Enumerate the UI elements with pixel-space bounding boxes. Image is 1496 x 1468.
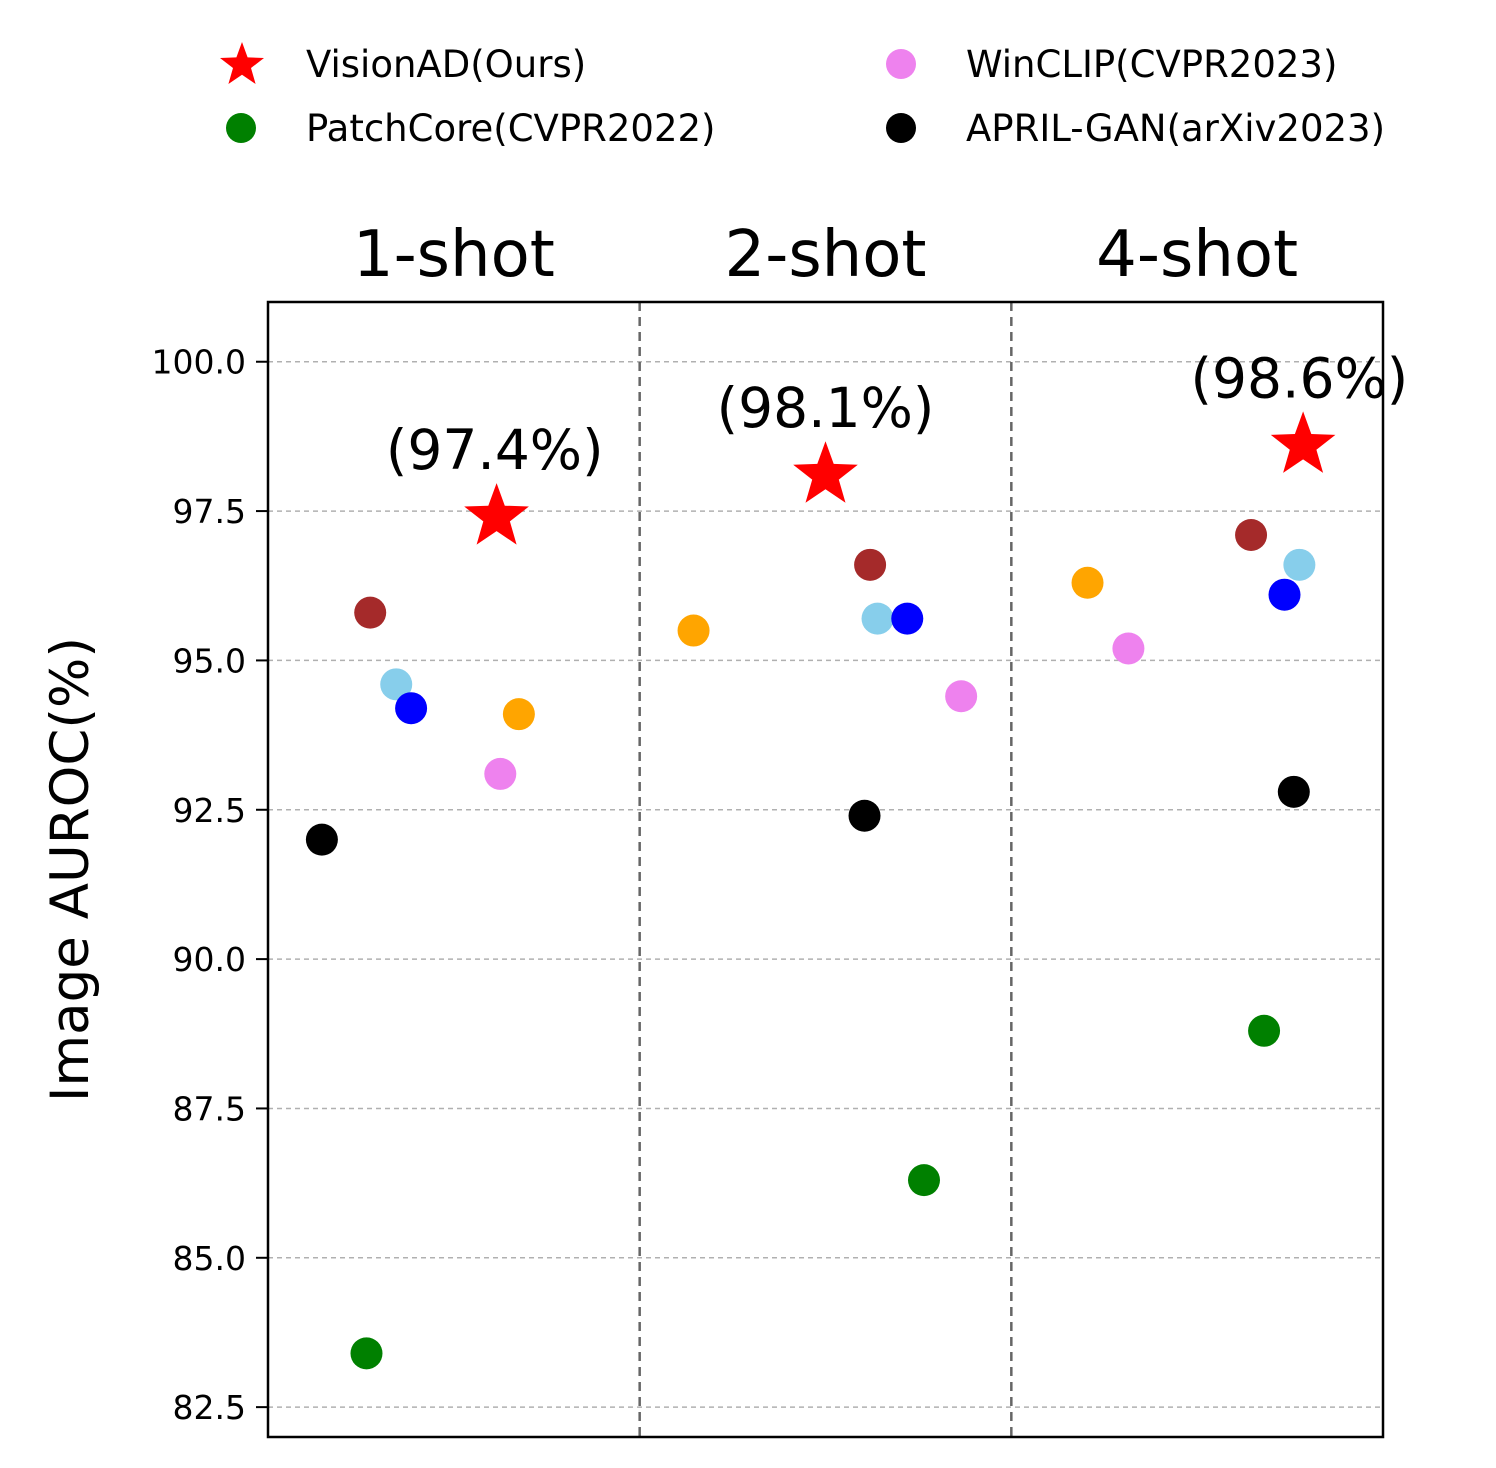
data-point bbox=[945, 680, 978, 713]
data-point bbox=[395, 692, 428, 725]
panel-title: 4-shot bbox=[1096, 218, 1298, 292]
legend-item-visionad: VisionAD(Ours) bbox=[212, 42, 586, 86]
data-point bbox=[1248, 1014, 1281, 1047]
y-tick-label: 90.0 bbox=[173, 940, 246, 979]
legend-item-april-gan: APRIL-GAN(arXiv2023) bbox=[872, 106, 1385, 150]
y-tick-label: 97.5 bbox=[173, 492, 246, 531]
legend-dot-icon bbox=[226, 113, 256, 143]
data-point bbox=[861, 602, 894, 635]
data-label: (98.1%) bbox=[717, 376, 935, 440]
data-label: (98.6%) bbox=[1191, 346, 1409, 410]
legend-label-winclip: WinCLIP(CVPR2023) bbox=[966, 42, 1338, 86]
data-point bbox=[350, 1337, 383, 1370]
legend-dot-icon bbox=[886, 113, 916, 143]
data-point bbox=[1283, 548, 1316, 581]
data-point bbox=[1112, 632, 1145, 665]
data-point bbox=[502, 698, 535, 731]
y-tick-label: 87.5 bbox=[173, 1089, 246, 1128]
data-point bbox=[854, 548, 887, 581]
y-tick-label: 85.0 bbox=[173, 1239, 246, 1278]
legend-circle-marker bbox=[872, 106, 932, 150]
data-label: (97.4%) bbox=[386, 418, 604, 482]
legend-star-marker bbox=[212, 42, 272, 86]
plot-frame bbox=[266, 300, 1385, 1439]
panel-title: 2-shot bbox=[725, 218, 927, 292]
legend-label-april-gan: APRIL-GAN(arXiv2023) bbox=[966, 106, 1386, 150]
legend-label-visionad: VisionAD(Ours) bbox=[306, 42, 587, 86]
chart-legend: VisionAD(Ours) WinCLIP(CVPR2023) PatchCo… bbox=[0, 0, 1496, 170]
data-point-star bbox=[464, 483, 529, 545]
legend-item-winclip: WinCLIP(CVPR2023) bbox=[872, 42, 1337, 86]
data-point bbox=[848, 799, 881, 832]
panel-title: 1-shot bbox=[353, 218, 555, 292]
data-point bbox=[305, 823, 338, 856]
y-tick-label: 92.5 bbox=[173, 791, 246, 830]
data-point bbox=[907, 1164, 940, 1197]
data-point bbox=[1071, 566, 1104, 599]
data-point bbox=[1235, 518, 1268, 551]
data-point-star bbox=[1270, 411, 1336, 473]
data-point bbox=[1268, 578, 1301, 611]
data-point-star bbox=[793, 441, 858, 503]
legend-circle-marker bbox=[212, 106, 272, 150]
legend-star-icon bbox=[220, 42, 264, 84]
y-tick-label: 100.0 bbox=[152, 343, 246, 382]
legend-circle-marker bbox=[872, 42, 932, 86]
data-point bbox=[891, 602, 924, 635]
data-point bbox=[380, 668, 413, 701]
legend-dot-icon bbox=[886, 49, 916, 79]
data-point bbox=[484, 757, 517, 790]
data-point bbox=[1277, 775, 1310, 808]
legend-label-patchcore: PatchCore(CVPR2022) bbox=[306, 106, 716, 150]
legend-item-patchcore: PatchCore(CVPR2022) bbox=[212, 106, 715, 150]
data-point bbox=[354, 596, 387, 629]
y-axis-label: Image AUROC(%) bbox=[40, 637, 101, 1102]
y-tick-label: 82.5 bbox=[173, 1388, 246, 1427]
data-point bbox=[677, 614, 710, 647]
y-tick-label: 95.0 bbox=[173, 641, 246, 680]
